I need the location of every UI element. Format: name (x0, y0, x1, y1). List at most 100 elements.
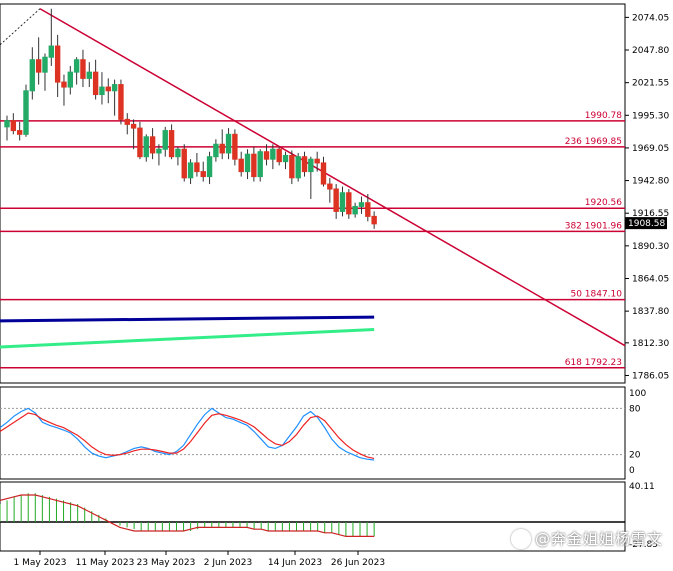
candle-body (99, 86, 105, 96)
candle-body (320, 162, 327, 185)
candle-body (244, 153, 251, 173)
candle-body (358, 202, 365, 207)
candle-body (92, 71, 99, 96)
fib-level-label: 1920.56 (585, 198, 622, 208)
candle-body (257, 151, 263, 178)
candle-body (86, 71, 92, 79)
macd-axis-label: -27.85 (629, 540, 658, 550)
candle-body (339, 192, 346, 212)
candle-body (124, 118, 130, 125)
price-tick-label: 1864.05 (632, 274, 669, 284)
date-tick-label: 1 May 2023 (14, 558, 67, 567)
date-tick-label: 2 Jun 2023 (204, 558, 252, 567)
price-tick-label: 1916.55 (632, 209, 669, 219)
stochastic-level-label: 0 (629, 466, 635, 476)
trend-line (39, 8, 626, 347)
price-tick-label: 2021.55 (632, 79, 669, 89)
weibo-icon (510, 529, 531, 549)
candle-body (143, 136, 149, 158)
candle-body (251, 153, 257, 178)
candle-body (225, 133, 232, 154)
candle-body (118, 84, 124, 120)
candle-body (23, 90, 29, 135)
candle-body (10, 120, 17, 132)
main-pane-frame (0, 3, 626, 384)
macd-pane-frame (0, 481, 626, 552)
candle-body (238, 158, 244, 173)
candle-body (48, 45, 55, 58)
candle-body (137, 127, 143, 158)
price-tick-label: 1890.30 (632, 242, 669, 252)
candle-body (168, 130, 175, 158)
candle-body (194, 162, 200, 173)
candle-body (105, 86, 111, 92)
candle-body (301, 156, 308, 173)
macd-axis-label: 40.11 (629, 482, 655, 492)
stochastic-main-line (0, 407, 375, 461)
candle-body (276, 148, 282, 163)
stochastic-level-label: 80 (629, 404, 641, 414)
moving-average-line (0, 328, 375, 349)
candle-body (181, 148, 187, 179)
candle-body (29, 59, 36, 92)
date-tick-label: 11 May 2023 (76, 558, 135, 567)
fib-level-label: 50 1847.10 (570, 290, 622, 300)
candle-body (156, 148, 162, 154)
watermark-text: @奔金姐姐杨雪文 (534, 529, 663, 548)
candle-body (270, 148, 276, 160)
candle-body (371, 215, 377, 225)
dashed-connector (0, 8, 41, 46)
stochastic-level-label: 100 (629, 389, 646, 399)
candle-body (346, 192, 352, 215)
fib-level-label: 618 1792.23 (565, 358, 622, 368)
candle-body (314, 158, 320, 164)
candle-body (61, 81, 67, 88)
date-tick-label: 26 Jun 2023 (331, 558, 385, 567)
fib-level-label: 382 1901.96 (565, 221, 623, 231)
candle-body (232, 133, 238, 160)
candle-body (175, 148, 181, 158)
macd-signal-line (0, 494, 375, 538)
candle-body (219, 143, 225, 154)
date-tick-label: 23 May 2023 (137, 558, 196, 567)
candle-body (4, 120, 10, 128)
stochastic-signal-line (0, 412, 375, 459)
stochastic-level-label: 20 (629, 451, 641, 461)
current-price-box (625, 217, 667, 230)
candle-body (130, 123, 137, 129)
fib-level-label: 1990.78 (585, 111, 622, 121)
price-tick-label: 1969.05 (632, 144, 669, 154)
candle-body (162, 130, 168, 150)
candle-body (327, 183, 333, 190)
candle-body (80, 59, 86, 79)
current-price-label: 1908.58 (628, 219, 665, 229)
candle-body (333, 188, 339, 212)
candle-body (308, 158, 314, 173)
candle-body (263, 151, 270, 160)
moving-average-line (0, 315, 375, 323)
watermark: @奔金姐姐杨雪文 (510, 528, 663, 549)
price-tick-label: 2074.05 (632, 13, 669, 23)
candle-body (42, 56, 48, 73)
candle-body (73, 59, 80, 73)
candle-body (54, 45, 61, 83)
candle-body (289, 154, 295, 179)
candle-body (206, 156, 213, 178)
date-tick-label: 14 Jun 2023 (268, 558, 322, 567)
price-tick-label: 1812.30 (632, 339, 669, 349)
candle-body (365, 202, 371, 217)
stochastic-pane-frame (0, 386, 626, 480)
fib-level-label: 236 1969.85 (565, 137, 622, 147)
candle-body (111, 84, 118, 92)
price-tick-label: 2047.80 (632, 46, 669, 56)
candle-body (282, 154, 289, 163)
candle-body (16, 130, 23, 135)
price-tick-label: 1837.80 (632, 307, 669, 317)
candle-body (200, 171, 206, 178)
price-tick-label: 1942.80 (632, 177, 669, 187)
candle-body (187, 162, 194, 179)
candle-body (149, 136, 156, 154)
candle-body (352, 205, 358, 215)
